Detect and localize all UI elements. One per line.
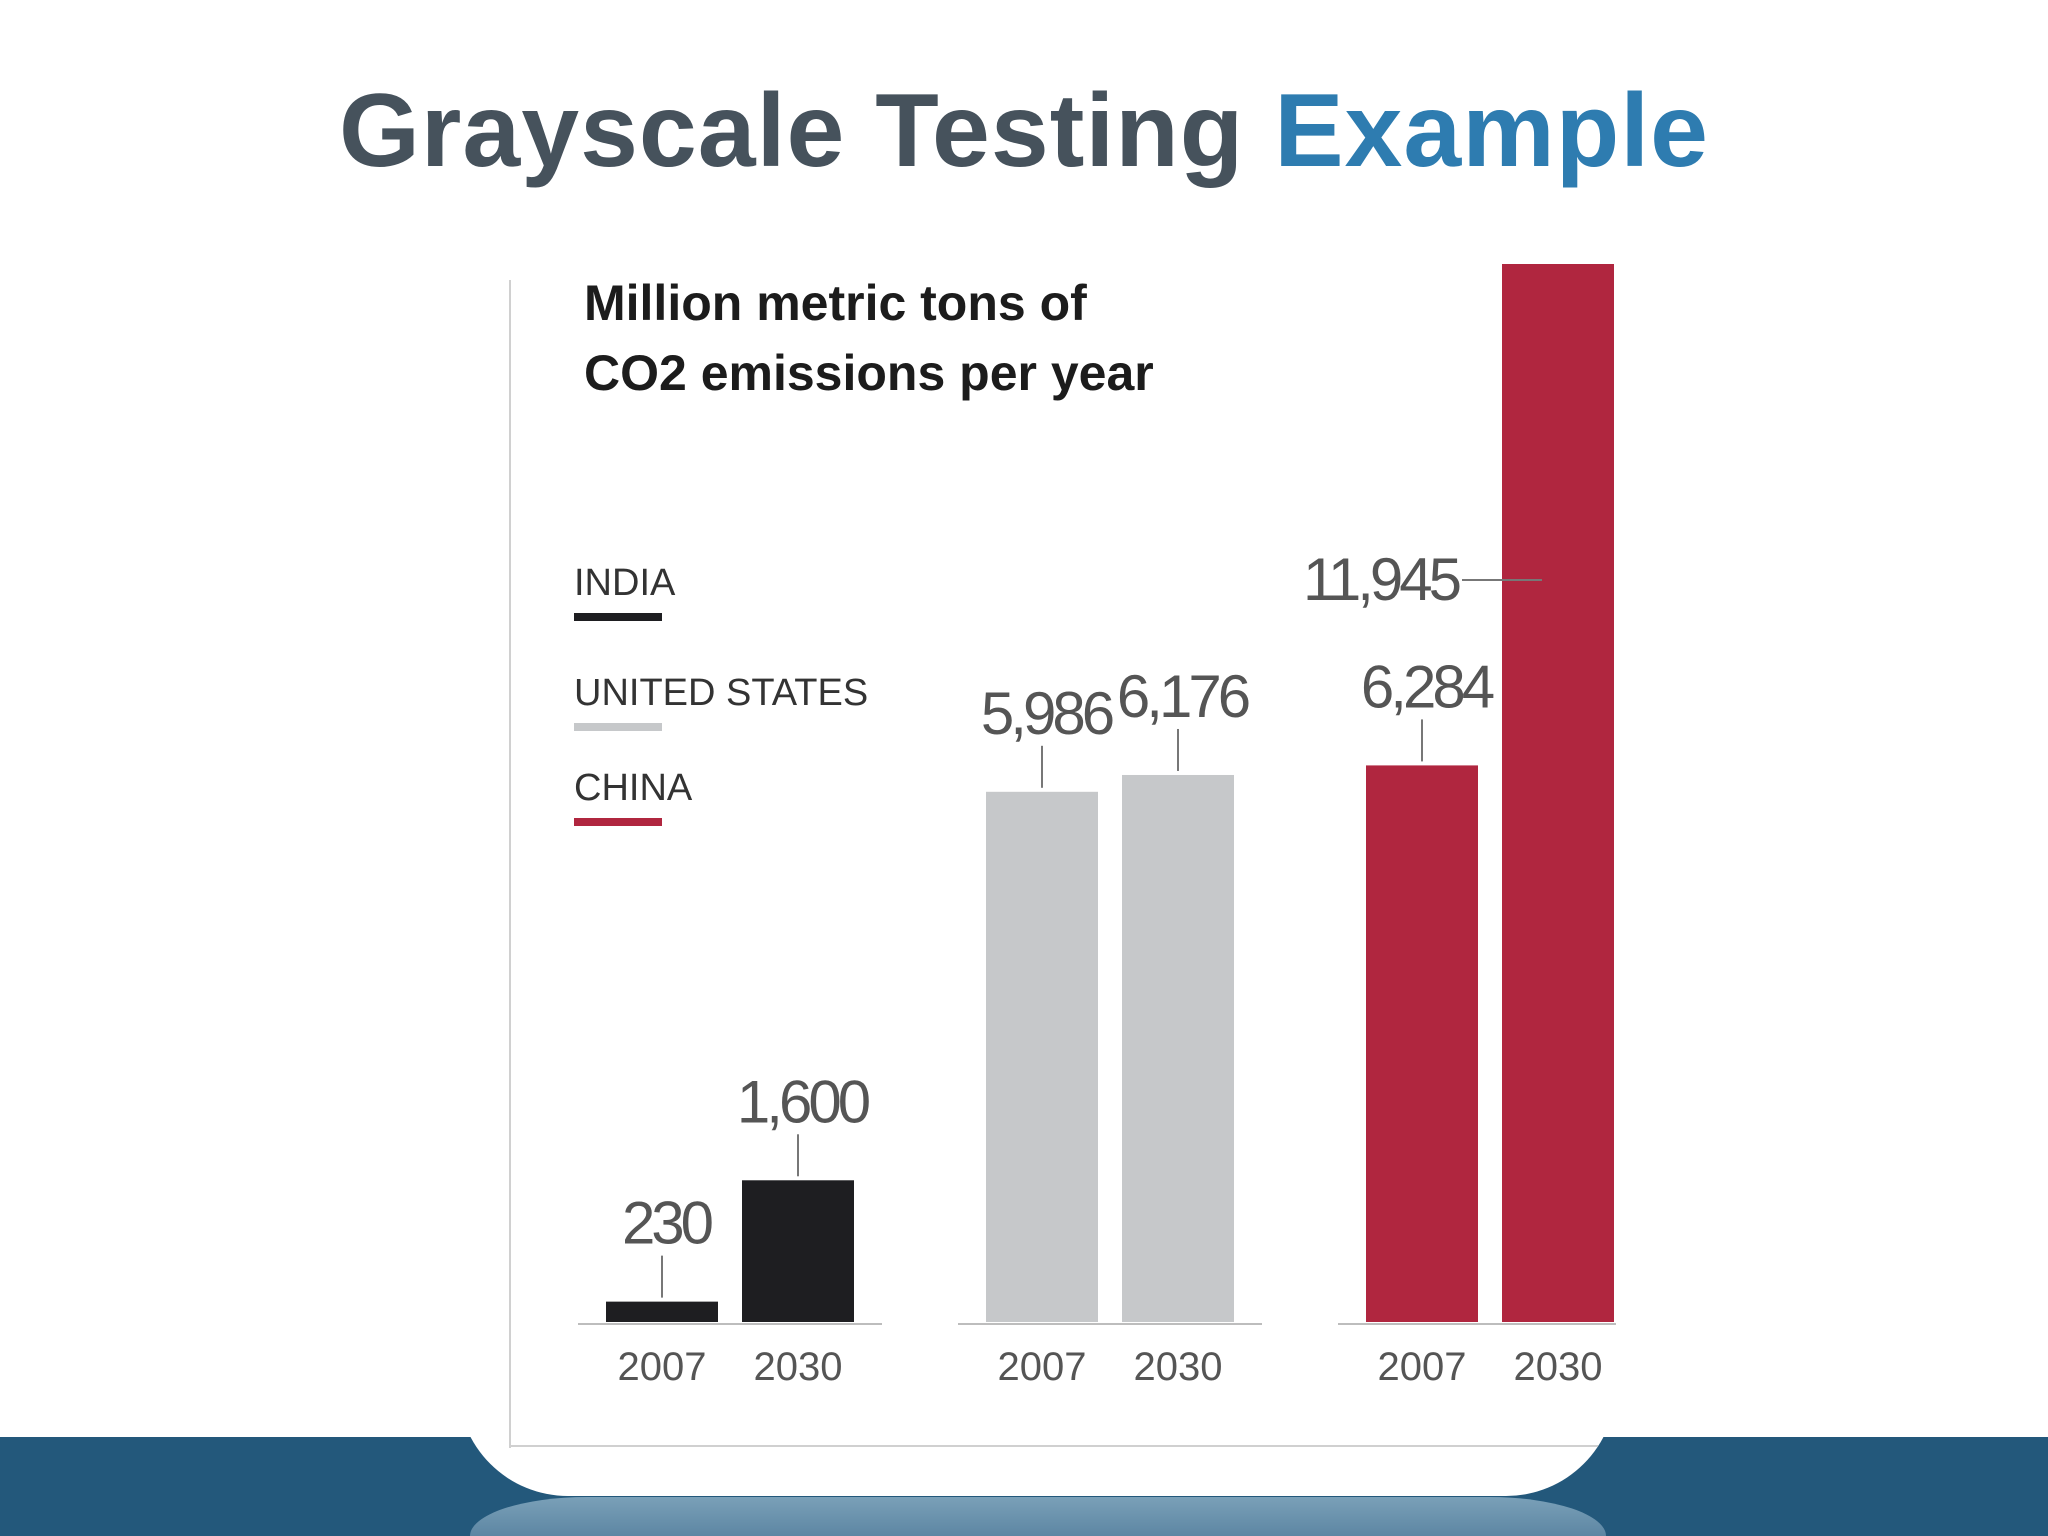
legend-swatch-united-states: [574, 723, 662, 731]
value-label-india-2007: 230: [622, 1190, 713, 1257]
tick-label-united-states-2030: 2030: [1134, 1345, 1223, 1389]
value-label-india-2030: 1,600: [737, 1068, 870, 1135]
legend-label-china: CHINA: [574, 767, 693, 809]
chart-bars: 230 2007 1,600 2030 5,986 2007 6,176 2030 6,284 2…: [578, 264, 1616, 1389]
chart-title-line-2: CO2 emissions per year: [584, 345, 1154, 401]
bar-united-states-2007: [986, 791, 1098, 1322]
bar-china-2007: [1366, 765, 1478, 1322]
tick-label-china-2030: 2030: [1514, 1345, 1603, 1389]
tick-label-united-states-2007: 2007: [998, 1345, 1087, 1389]
tick-label-india-2030: 2030: [754, 1345, 843, 1389]
chart-legend: INDIA UNITED STATES CHINA: [574, 562, 868, 826]
value-label-china-2030: 11,945: [1303, 546, 1460, 613]
value-label-united-states-2030: 6,176: [1117, 663, 1249, 730]
slide-title: Grayscale Testing Example: [0, 72, 2048, 191]
legend-label-united-states: UNITED STATES: [574, 672, 868, 714]
bar-india-2030: [742, 1180, 854, 1322]
footer-reflection: [470, 1497, 1606, 1536]
tick-label-india-2007: 2007: [618, 1345, 707, 1389]
bar-india-2007: [606, 1301, 718, 1322]
bar-united-states-2030: [1122, 774, 1234, 1322]
legend-swatch-india: [574, 613, 662, 621]
slide-title-main: Grayscale Testing: [339, 73, 1275, 189]
bar-china-2030: [1502, 264, 1614, 1322]
legend-swatch-china: [574, 818, 662, 826]
value-label-china-2007: 6,284: [1361, 653, 1494, 720]
emissions-chart: Million metric tons of CO2 emissions per…: [509, 264, 1616, 1448]
tick-label-china-2007: 2007: [1378, 1345, 1467, 1389]
chart-card: Million metric tons of CO2 emissions per…: [458, 250, 1616, 1496]
slide-title-accent: Example: [1274, 73, 1709, 189]
value-label-united-states-2007: 5,986: [981, 680, 1113, 747]
chart-title-line-1: Million metric tons of: [584, 275, 1087, 331]
legend-label-india: INDIA: [574, 562, 676, 604]
